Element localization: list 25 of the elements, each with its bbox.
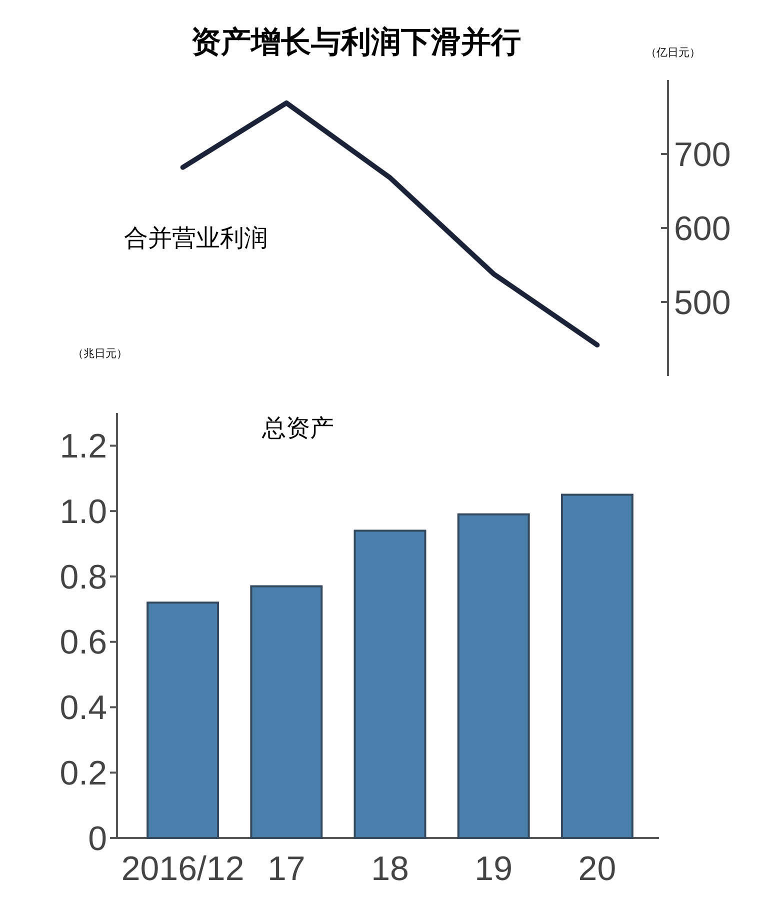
y-tick-label: 0.4	[60, 689, 107, 728]
x-tick-label: 18	[371, 850, 409, 888]
y-tick-label: 1.0	[60, 492, 107, 531]
bar	[560, 494, 634, 839]
text: 合并营业利润	[124, 225, 268, 252]
y-tick-label: 600	[674, 210, 731, 248]
chart-title: 资产增长与利润下滑并行	[191, 25, 521, 59]
y-tick-label: 1.2	[60, 428, 107, 466]
y-tick-label: 700	[674, 136, 731, 174]
y-axis-title: （兆日元）	[72, 347, 128, 360]
bar	[146, 602, 220, 839]
x-tick-label: 19	[474, 850, 513, 888]
x-tick-label: 17	[267, 850, 306, 888]
x-tick-label: 20	[578, 850, 616, 888]
x-tick-label: 2016/12	[121, 850, 244, 888]
bar	[457, 513, 530, 839]
bar	[250, 585, 323, 839]
y-tick-label: 0.8	[60, 558, 107, 596]
y-tick-label: 0.6	[60, 624, 107, 662]
y-tick-label: 0	[88, 820, 107, 858]
y-axis-title: （亿日元）	[646, 47, 700, 59]
y-tick-label: 500	[674, 284, 731, 322]
bar	[354, 530, 426, 839]
text: 总资产	[261, 415, 334, 442]
y-tick-label: 0.2	[60, 754, 107, 793]
